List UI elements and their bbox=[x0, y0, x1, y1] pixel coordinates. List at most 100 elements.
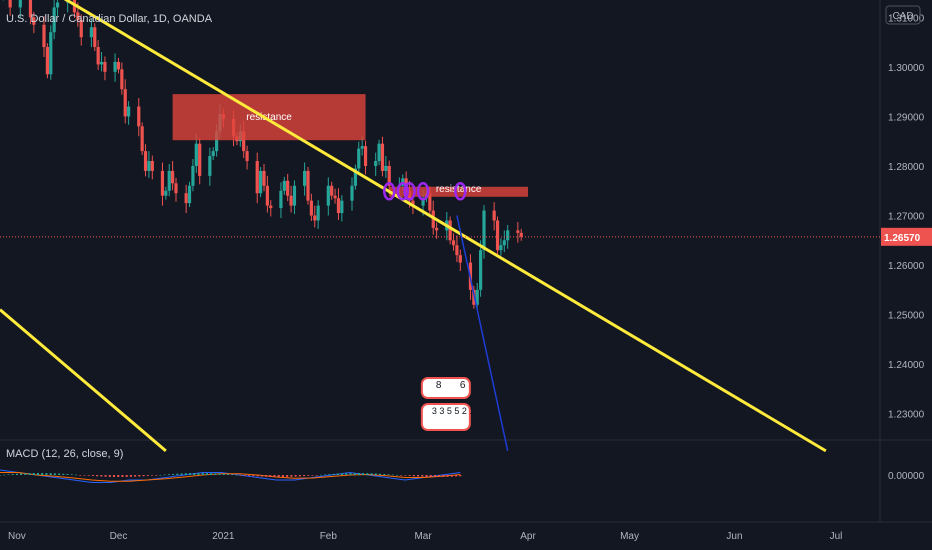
macd-histogram-bar bbox=[66, 474, 69, 475]
candle-body bbox=[475, 289, 479, 305]
last-price-label: 1.26570 bbox=[884, 233, 921, 244]
marker-ellipse[interactable] bbox=[396, 182, 410, 201]
time-tick-label: Nov bbox=[8, 531, 26, 542]
candle-body bbox=[303, 170, 307, 186]
macd-zero-label: 0.00000 bbox=[888, 471, 925, 482]
time-tick-label: Apr bbox=[520, 531, 536, 542]
macd-histogram-bar bbox=[222, 473, 225, 475]
macd-histogram-bar bbox=[210, 473, 213, 475]
currency-badge[interactable]: CAD bbox=[885, 5, 921, 25]
macd-histogram-bar bbox=[159, 474, 162, 476]
trendline[interactable] bbox=[54, 0, 827, 453]
candle bbox=[340, 195, 344, 222]
macd-histogram-bar bbox=[142, 475, 145, 477]
resistance-zone[interactable] bbox=[389, 186, 528, 197]
candle bbox=[286, 173, 290, 202]
projection-line[interactable] bbox=[456, 215, 509, 452]
candle bbox=[363, 140, 368, 175]
candle bbox=[519, 228, 523, 241]
candle bbox=[380, 136, 385, 177]
macd-title[interactable]: MACD (12, 26, close, 9) bbox=[6, 448, 123, 460]
macd-histogram-bar bbox=[319, 474, 322, 476]
candle-body bbox=[187, 185, 192, 204]
candle bbox=[143, 144, 148, 177]
macd-histogram-bar bbox=[129, 475, 132, 477]
candle bbox=[93, 23, 97, 52]
candle-body bbox=[336, 198, 341, 214]
candle bbox=[306, 166, 310, 205]
candle bbox=[292, 180, 297, 215]
time-axis[interactable]: Nov Dec 2021 Feb Mar Apr May Jun Jul bbox=[8, 531, 842, 542]
candle-body bbox=[198, 143, 202, 176]
macd-histogram-bar bbox=[395, 474, 398, 476]
candle bbox=[262, 163, 266, 192]
macd-histogram-bar bbox=[412, 475, 415, 477]
time-tick-label: Mar bbox=[414, 531, 432, 542]
candle-body bbox=[330, 185, 334, 196]
drawing-layer[interactable]: resistance resistance 8 6 3 3 5 5 2 1 bbox=[0, 0, 880, 453]
candle bbox=[350, 177, 354, 211]
stamp-bottom-text: 3 3 5 5 2 1 bbox=[432, 406, 475, 416]
signal-line bbox=[0, 472, 461, 482]
candle bbox=[455, 235, 459, 263]
symbol-title[interactable]: U.S. Dollar / Canadian Dollar, 1D, OANDA bbox=[6, 13, 213, 25]
candle-body bbox=[160, 170, 165, 196]
price-tick-label: 1.27000 bbox=[888, 212, 925, 223]
candle bbox=[479, 240, 483, 297]
candle-body bbox=[384, 165, 388, 171]
macd-histogram-bar bbox=[205, 473, 208, 475]
marker-ellipse[interactable] bbox=[382, 182, 396, 201]
price-tick-label: 1.28000 bbox=[888, 162, 925, 173]
price-tick-label: 1.31000 bbox=[888, 13, 925, 24]
candle-body bbox=[76, 12, 80, 20]
candle-body bbox=[245, 151, 249, 162]
macd-histogram-bar bbox=[281, 475, 284, 477]
candle bbox=[28, 0, 33, 25]
candle-body bbox=[171, 170, 175, 184]
candle-body bbox=[164, 190, 168, 196]
macd-histogram-bar bbox=[235, 474, 238, 476]
candle-body bbox=[123, 89, 127, 117]
macd-histogram-bar bbox=[349, 473, 352, 475]
candle bbox=[32, 11, 36, 34]
macd-histogram-bar bbox=[58, 473, 61, 475]
macd-histogram-bar bbox=[336, 473, 339, 475]
last-price-badge[interactable]: 1.26570 bbox=[881, 227, 932, 246]
candle bbox=[184, 184, 188, 214]
candle-body bbox=[479, 250, 483, 290]
candle bbox=[45, 43, 49, 79]
candle bbox=[147, 151, 151, 178]
candle bbox=[289, 185, 293, 213]
marker-ellipse[interactable] bbox=[454, 182, 467, 201]
price-axis[interactable]: 1.31000 1.30000 1.29000 1.28000 1.27000 1.260… bbox=[881, 13, 932, 421]
candle-body bbox=[279, 190, 283, 209]
candle bbox=[99, 52, 104, 72]
stamp-top bbox=[420, 377, 471, 399]
candle bbox=[96, 40, 100, 70]
candle bbox=[482, 205, 486, 259]
idea-stamps[interactable]: 8 6 3 3 5 5 2 1 bbox=[420, 377, 475, 431]
macd-histogram-bar bbox=[243, 475, 246, 476]
candle-body bbox=[282, 180, 286, 191]
candle-body bbox=[421, 198, 425, 206]
macd-histogram-bar bbox=[28, 473, 31, 475]
trendline[interactable] bbox=[0, 308, 167, 452]
macd-histogram-bar bbox=[417, 475, 420, 477]
marker-ellipse[interactable] bbox=[403, 182, 416, 201]
price-tick-label: 1.23000 bbox=[888, 410, 925, 421]
macd-histogram-bar bbox=[32, 473, 35, 475]
candle bbox=[309, 193, 313, 221]
macd-histogram-bar bbox=[357, 473, 360, 475]
candle-body bbox=[428, 193, 432, 211]
resistance-zone[interactable] bbox=[172, 94, 366, 141]
candle-body bbox=[265, 185, 269, 206]
macd-histogram-bar bbox=[83, 475, 86, 476]
candle-body bbox=[360, 146, 364, 149]
candle-body bbox=[306, 170, 310, 201]
candle bbox=[492, 202, 496, 231]
marker-ellipse[interactable] bbox=[416, 182, 430, 201]
candle-body bbox=[350, 185, 354, 201]
macd-histogram-bar bbox=[425, 475, 428, 477]
time-tick-label: Feb bbox=[320, 531, 338, 542]
